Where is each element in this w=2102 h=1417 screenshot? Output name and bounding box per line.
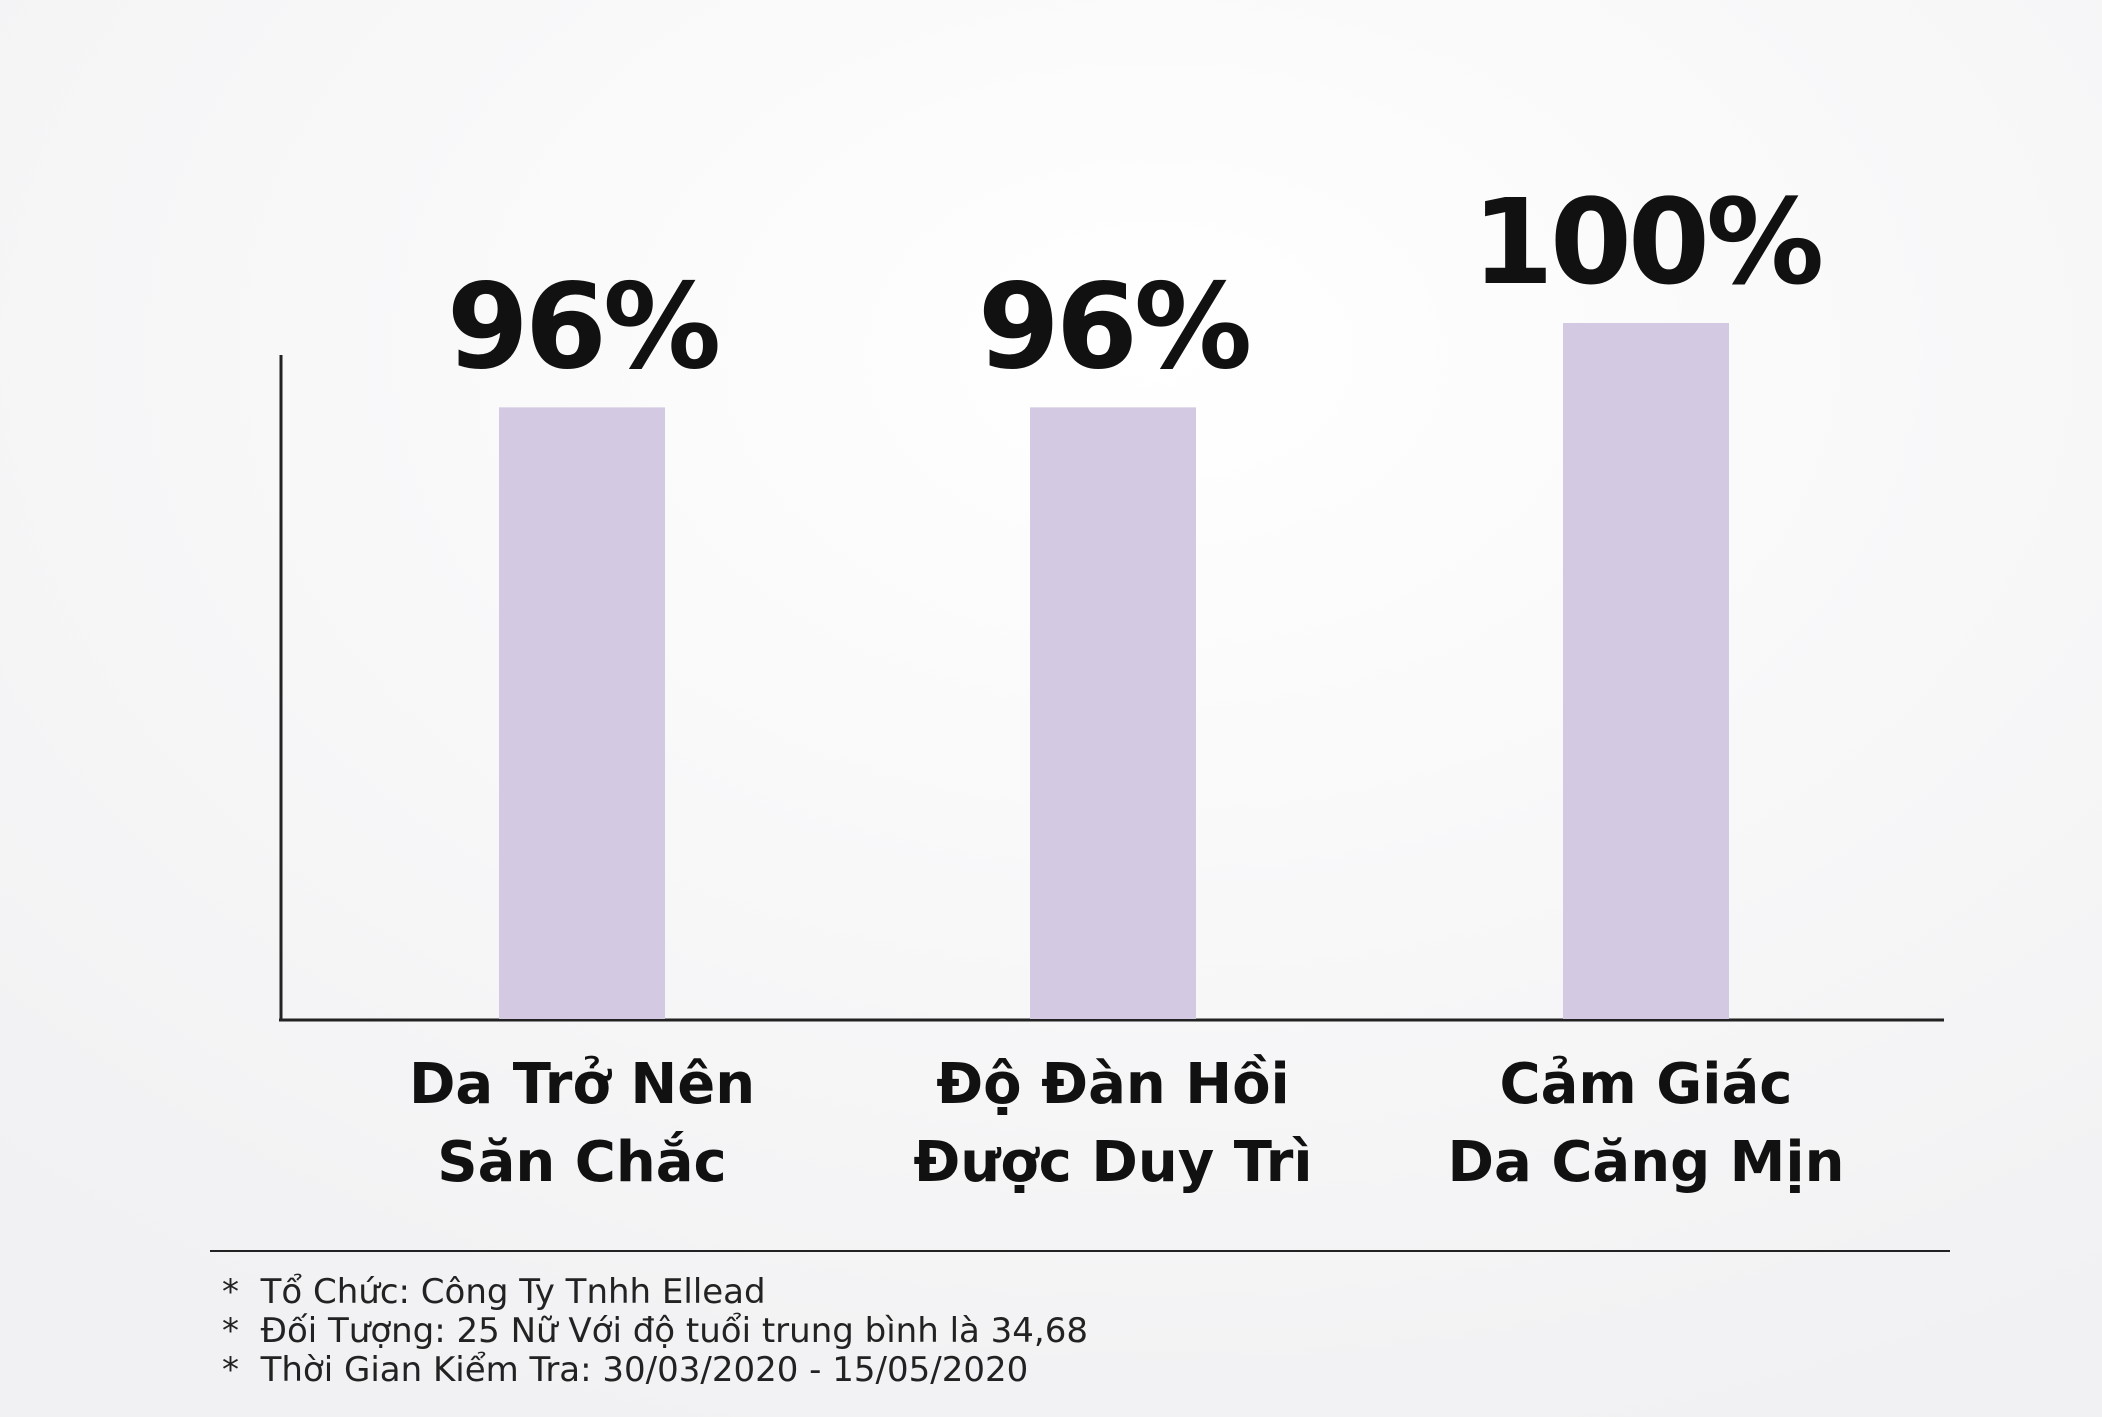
x-tick-label: Cảm Giác — [1500, 1052, 1793, 1117]
value-label: 96% — [978, 257, 1249, 395]
footnote: * Tổ Chức: Công Ty Tnhh Ellead — [222, 1272, 766, 1312]
value-label: 96% — [447, 257, 718, 395]
footnote: * Thời Gian Kiểm Tra: 30/03/2020 - 15/05… — [222, 1350, 1028, 1390]
bar — [499, 407, 665, 1019]
x-tick-label: Da Trở Nên — [409, 1052, 755, 1117]
x-tick-label: Săn Chắc — [437, 1130, 726, 1195]
x-tick-label: Da Căng Mịn — [1448, 1130, 1845, 1195]
footnote: * Đối Tượng: 25 Nữ Với độ tuổi trung bìn… — [222, 1311, 1088, 1351]
value-label: 100% — [1472, 173, 1821, 311]
bar — [1030, 407, 1196, 1019]
bar — [1563, 323, 1729, 1019]
x-tick-label: Được Duy Trì — [913, 1130, 1312, 1195]
x-tick-label: Độ Đàn Hồi — [936, 1052, 1290, 1117]
